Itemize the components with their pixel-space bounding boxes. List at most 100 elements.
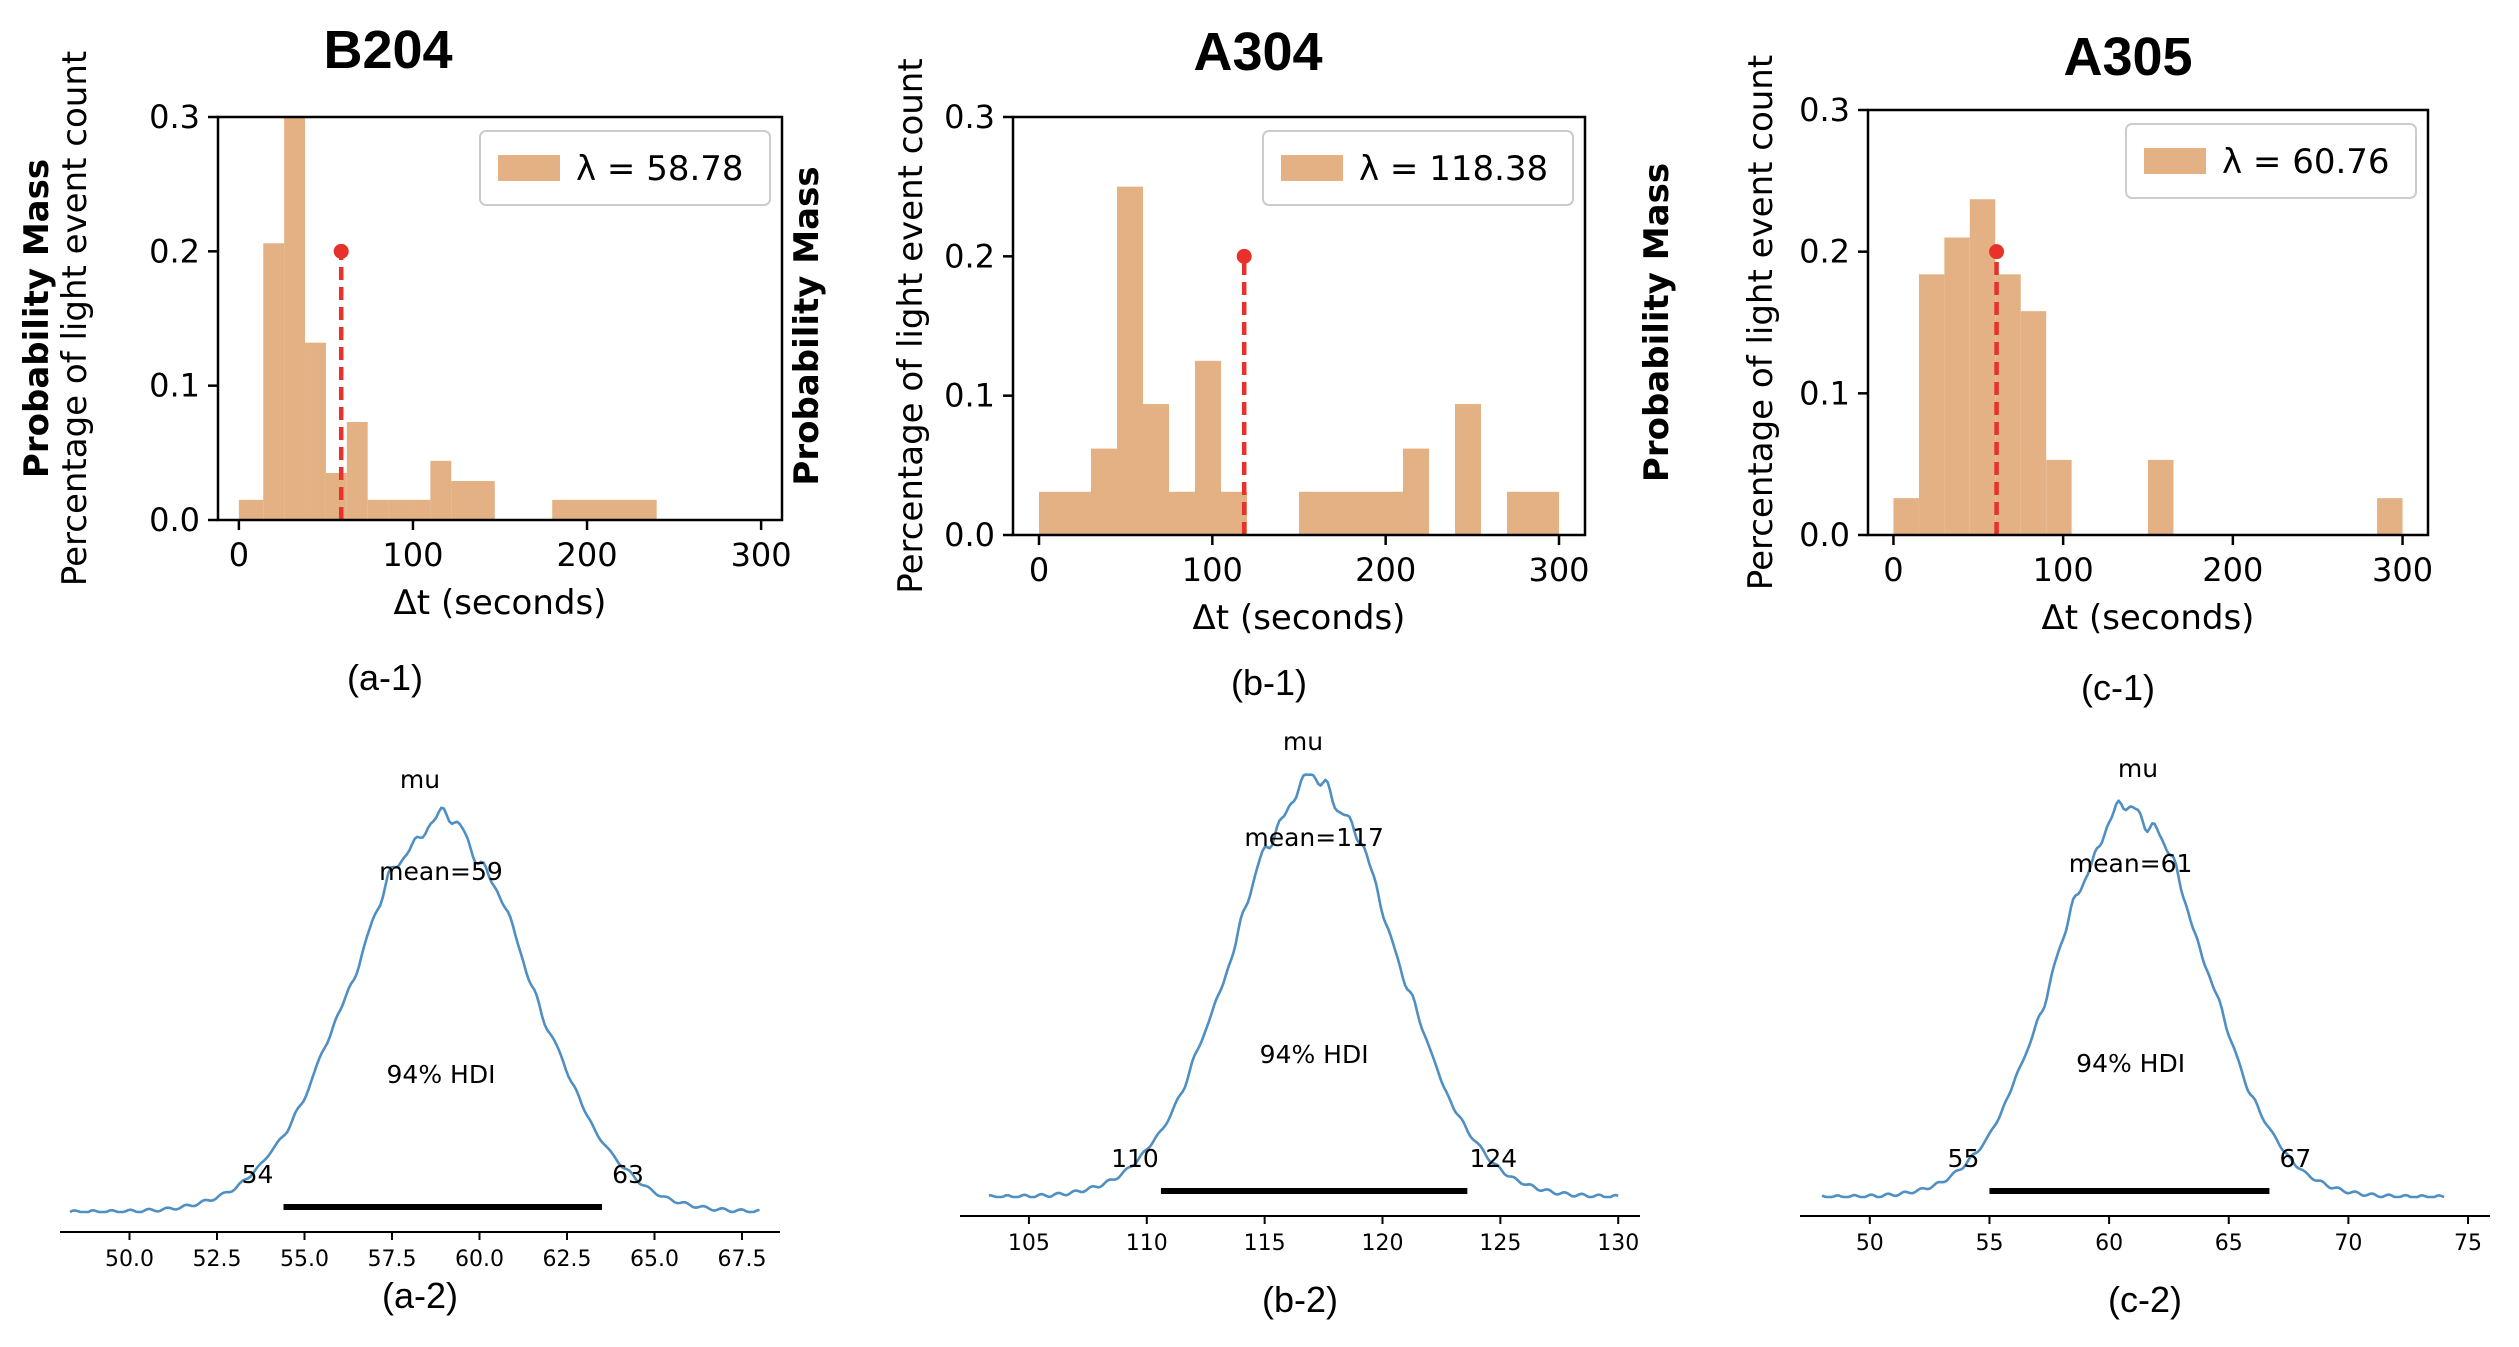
y-tick-label: 0.1 [1799,374,1850,412]
x-tick-label: 75 [2454,1231,2482,1256]
y-tick-label: 0.2 [1799,233,1850,271]
hdi-high-label: 67 [2280,1144,2312,1173]
x-tick-label: 300 [2372,551,2433,589]
x-tick-label: 0 [229,536,249,574]
density-curve [1821,799,2445,1199]
plot-frame [216,115,784,522]
bar [1143,404,1169,535]
y-axis-label-inner: Percentage of light event count [1741,55,1781,590]
hdi-low-label: 55 [1948,1144,1980,1173]
x-tick-label: 60.0 [455,1247,504,1272]
panel-caption: (c-2) [2108,1279,2182,1320]
x-tick-label: 130 [1597,1231,1639,1256]
chart-b1: A304 0 100 200 300 0.0 0.1 0.2 0.3 Probability Ma… [787,22,1590,703]
bar [263,243,285,521]
bar [2377,498,2403,535]
panel-caption: (b-1) [1231,662,1307,703]
hdi-label: 94% HDI [1260,1040,1369,1069]
legend-swatch [1281,155,1343,181]
x-tick-label: 65 [2215,1231,2243,1256]
x-tick-label: 200 [556,536,617,574]
y-tick-label: 0.0 [1799,516,1850,554]
y-tick-label: 0.3 [149,98,200,136]
y-axis-label-inner: Percentage of light event count [891,58,931,593]
x-tick-label: 110 [1126,1231,1168,1256]
x-tick-label: 200 [1355,551,1416,589]
y-tick-label: 0.0 [944,516,995,554]
x-tick-label: 105 [1008,1231,1050,1256]
lambda-marker-dot [1989,244,2005,260]
plot-frame [1011,115,1587,537]
x-axis-label: Δt (seconds) [2042,598,2255,638]
bar [1455,404,1481,535]
y-tick-label: 0.3 [1799,91,1850,129]
legend-swatch [498,155,560,181]
legend-swatch [2144,148,2206,174]
y-tick-label: 0.3 [944,98,995,136]
bar [1403,448,1429,535]
x-tick-label: 52.5 [193,1247,242,1272]
x-tick-label: 100 [2033,551,2094,589]
bar [325,472,347,520]
y-tick-label: 0.1 [149,367,200,405]
kde-title: mu [1283,727,1323,756]
bar [388,499,410,520]
x-tick-label: 55 [1975,1231,2003,1256]
bar [1507,491,1559,535]
x-tick-label: 60 [2095,1231,2123,1256]
chart-title: B204 [323,20,452,80]
bar [2020,311,2047,535]
x-tick-label: 57.5 [368,1247,417,1272]
bar [1918,274,1945,535]
bar [1091,448,1117,535]
y-tick-label: 0.2 [944,237,995,275]
x-tick-label: 0 [1883,551,1903,589]
x-tick-label: 120 [1362,1231,1404,1256]
bar [1299,491,1403,535]
hdi-high-label: 63 [612,1160,644,1189]
x-tick-label: 50.0 [105,1247,154,1272]
bar [1893,498,1919,535]
mean-label: mean=59 [379,857,503,886]
bar [1995,274,2021,535]
bar [409,499,431,520]
bar [2148,459,2174,535]
panel-caption: (c-1) [2081,667,2155,708]
kde-title: mu [400,765,440,794]
x-tick-label: 100 [1182,551,1243,589]
hdi-low-label: 54 [242,1160,274,1189]
chart-a1: B204 0 100 200 300 0.0 0.1 0.2 0.3 Probability Ma… [17,20,792,698]
lambda-marker-dot [1236,248,1252,264]
legend-box [1262,130,1574,206]
chart-b2: mu mean=117 94% HDI 110 124 105 110 115 120 125 13… [960,727,1640,1320]
panel-caption: (a-2) [382,1275,458,1316]
legend-box [2125,123,2417,199]
x-tick-label: 300 [731,536,792,574]
bar [451,481,495,520]
x-tick-label: 50 [1856,1231,1884,1256]
plot-frame [1866,108,2430,537]
x-tick-label: 115 [1244,1231,1286,1256]
hdi-label: 94% HDI [2076,1049,2185,1078]
legend-label: λ = 58.78 [576,149,744,189]
y-tick-label: 0.2 [149,232,200,270]
chart-c1: A305 0 100 200 300 0.0 0.1 0.2 0.3 Probability Ma… [1637,27,2433,708]
x-tick-label: 0 [1029,551,1049,589]
kde-title: mu [2118,754,2158,783]
chart-a2: mu mean=59 94% HDI 54 63 50.0 52.5 55.0 57.5 60.0… [60,765,780,1316]
x-tick-label: 65.0 [630,1247,679,1272]
x-axis-label: Δt (seconds) [394,583,607,623]
x-tick-label: 70 [2334,1231,2362,1256]
x-tick-label: 55.0 [280,1247,329,1272]
panel-caption: (b-2) [1262,1279,1338,1320]
x-tick-label: 62.5 [543,1247,592,1272]
chart-title: A304 [1193,22,1322,82]
hdi-label: 94% HDI [387,1060,496,1089]
y-axis-label-inner: Percentage of light event count [55,51,95,586]
panel-caption: (a-1) [347,657,423,698]
x-tick-label: 300 [1528,551,1589,589]
chart-c2: mu mean=61 94% HDI 55 67 50 55 60 65 70 75 (c-2) [1800,754,2490,1320]
x-tick-label: 67.5 [718,1247,767,1272]
bar [1169,491,1195,535]
density-curve [988,773,1619,1199]
